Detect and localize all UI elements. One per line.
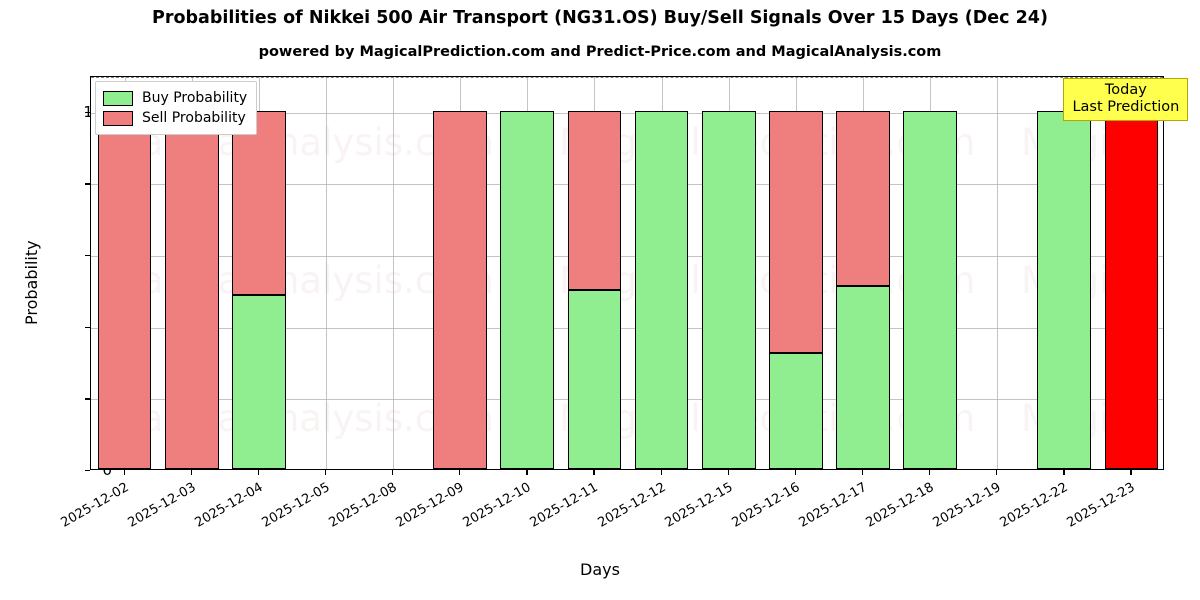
today-annotation-line1: Today [1104,82,1147,98]
bar-group[interactable] [1037,77,1092,469]
gridline-horizontal [91,399,1163,401]
gridline-vertical [997,77,999,469]
x-axis-tick-mark [190,470,192,475]
x-axis-tick-mark [1063,470,1065,475]
legend-label-sell: Sell Probability [142,110,246,126]
bar-group[interactable] [231,77,286,469]
today-annotation: Today Last Prediction [1063,78,1189,122]
bar-segment-sell[interactable] [567,110,622,290]
bar-group[interactable] [164,77,219,469]
x-axis-tick-mark [459,470,461,475]
plot-area: MagicalAnalysis.com MagicalPrediction.com… [90,76,1164,470]
gridline-vertical [393,77,395,469]
x-axis-tick-mark [526,470,528,475]
legend-swatch-buy-icon [103,90,133,106]
chart-legend: Buy Probability Sell Probability [95,81,258,135]
bar-segment-buy[interactable] [701,110,756,469]
bar-group[interactable] [634,77,689,469]
bar-group[interactable] [768,77,823,469]
y-axis-label: Probability [22,240,41,325]
y-axis-tick-mark [85,326,90,329]
x-axis-tick-mark [1130,470,1132,475]
bar-segment-buy[interactable] [231,295,286,469]
y-axis-tick-label: 0 [102,461,112,479]
bar-segment-sell[interactable] [768,110,823,353]
legend-item-sell: Sell Probability [103,108,247,128]
x-axis-tick-mark [593,470,595,475]
x-axis-tick-mark [257,470,260,475]
y-axis-tick-mark [85,398,90,400]
today-annotation-line2: Last Prediction [1072,99,1180,116]
bar-segment-buy[interactable] [903,110,957,469]
bar-segment-today[interactable] [1104,110,1159,469]
bar-group[interactable] [836,77,890,469]
legend-swatch-sell-icon [103,110,133,126]
x-axis-label: Days [580,560,620,579]
y-axis-tick-mark [85,255,90,257]
bar-segment-sell[interactable] [164,110,219,469]
x-axis-tick-mark [324,470,327,475]
bar-segment-sell[interactable] [231,110,286,296]
upper-limit-dashed-line [91,77,1163,78]
legend-item-buy: Buy Probability [103,88,247,108]
x-axis-tick-mark [929,470,931,475]
bar-segment-sell[interactable] [97,110,152,469]
gridline-horizontal [91,112,1163,114]
x-axis-tick-mark [727,470,729,475]
bar-segment-buy[interactable] [768,352,823,469]
y-axis-tick-mark [85,111,90,114]
bar-segment-buy[interactable] [836,286,890,469]
bar-group[interactable] [433,77,488,469]
bar-group[interactable] [500,77,555,469]
bar-segment-buy[interactable] [1037,110,1092,469]
bar-group[interactable] [701,77,756,469]
bar-segment-sell[interactable] [836,110,890,287]
x-axis-tick-mark [392,470,394,475]
x-axis-tick-mark [861,470,864,475]
bar-group[interactable] [97,77,152,469]
x-axis-tick-mark [794,470,797,475]
y-axis-tick-mark [85,470,90,472]
bar-segment-buy[interactable] [500,110,555,469]
gridline-horizontal [91,327,1163,329]
gridline-horizontal [91,184,1163,186]
bar-segment-buy[interactable] [634,110,689,469]
chart-subtitle: powered by MagicalPrediction.com and Pre… [258,44,942,60]
bar-segment-buy[interactable] [567,289,622,469]
bar-group[interactable] [1104,77,1159,469]
bar-segment-sell[interactable] [433,110,488,469]
bar-group[interactable] [903,77,957,469]
gridline-vertical [325,77,327,469]
x-axis-tick-mark [123,470,125,475]
x-axis-tick-mark [660,470,662,475]
x-axis-tick-mark [996,470,998,475]
bar-group[interactable] [567,77,622,469]
bar-series-layer [91,77,1163,469]
gridline-horizontal [91,256,1163,258]
chart-title: Probabilities of Nikkei 500 Air Transpor… [152,8,1048,28]
y-axis-tick-mark [85,183,90,185]
legend-label-buy: Buy Probability [142,90,248,106]
